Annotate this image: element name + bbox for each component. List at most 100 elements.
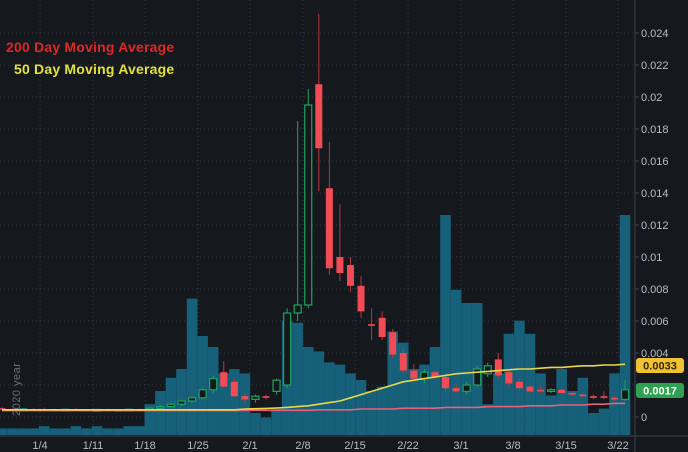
candle-body-up (209, 378, 218, 391)
y-axis-label: 0.022 (641, 60, 669, 72)
candle-body-down (431, 372, 439, 377)
x-axis-label[interactable]: 3/22 (607, 440, 628, 452)
ma50-line (2, 363, 626, 411)
y-axis-label: 0.004 (641, 348, 669, 360)
y-axis-label: 0.01 (641, 252, 662, 264)
x-axis-label[interactable]: 1/18 (134, 440, 155, 452)
volume-bar (535, 373, 546, 435)
x-axis-label[interactable]: 2/15 (344, 440, 365, 452)
candle-body-down (410, 370, 418, 379)
volume-bar (28, 428, 39, 435)
candle-body-down (346, 265, 354, 286)
volume-bar (186, 298, 198, 435)
volume-bar (493, 373, 504, 435)
y-axis-label: 0.018 (641, 124, 669, 136)
volume-bar (598, 408, 610, 435)
candle-body-down (610, 397, 618, 400)
volume-bar (239, 373, 251, 435)
candle-body-down (357, 285, 365, 312)
candle-body-up (620, 389, 630, 400)
volume-bar (0, 428, 8, 435)
volume-bar (260, 417, 272, 435)
candle-body-down (230, 381, 238, 397)
volume-bar (144, 404, 156, 435)
volume-bar (38, 426, 50, 435)
volume-bar (91, 426, 103, 435)
volume-bar (324, 362, 335, 435)
last-price-badge-value: 0.0017 (643, 386, 677, 398)
candle-body-down (526, 386, 534, 392)
volume-bar (514, 320, 525, 435)
ma200-line (2, 402, 625, 412)
x-axis-label[interactable]: 3/8 (505, 440, 520, 452)
y-axis-label: 0.012 (641, 220, 669, 232)
y-axis-label: 0.024 (641, 28, 669, 40)
candle-body-down (368, 324, 376, 326)
volume-bar (123, 426, 134, 435)
candle-body-down (241, 396, 249, 400)
volume-bar (398, 342, 409, 435)
candle-body-down (558, 389, 566, 393)
volume-bar (355, 380, 367, 435)
volume-bar (218, 373, 230, 435)
candle-body-down (515, 381, 523, 389)
volume-bar (524, 333, 536, 435)
volume-bar (313, 351, 325, 435)
candle-body-down (452, 388, 460, 392)
volume-bar (292, 322, 303, 435)
x-axis-label[interactable]: 1/25 (187, 440, 208, 452)
candle-body-up (483, 365, 492, 375)
volume-bar (566, 391, 578, 435)
x-axis-label[interactable]: 2/1 (242, 440, 257, 452)
x-axis-label[interactable]: 1/4 (32, 440, 47, 452)
volume-bar (376, 386, 388, 435)
candle-body-down (505, 372, 513, 384)
y-axis-label: 0.008 (641, 284, 669, 296)
volume-bar (70, 426, 82, 435)
volume-bar (450, 289, 462, 435)
candle-body-down (220, 372, 228, 387)
y-axis-label: 0.016 (641, 156, 669, 168)
y-axis-label: 0.006 (641, 316, 669, 328)
volume-bar (250, 413, 261, 435)
x-axis-label[interactable]: 2/8 (295, 440, 310, 452)
candle-body-up (187, 397, 197, 402)
volume-bar (271, 408, 282, 435)
volume-bar (60, 428, 71, 435)
candle-body-up (251, 395, 260, 401)
ma50-price-badge (636, 358, 684, 373)
volume-bar (334, 364, 346, 435)
volume-bar (619, 215, 631, 435)
ma50-price-badge-value: 0.0033 (643, 361, 677, 373)
candle-body-down (389, 332, 397, 355)
volume-bar (366, 391, 377, 435)
volume-bar (49, 428, 61, 435)
candle-body-up (473, 368, 482, 386)
y-axis-label: 0 (641, 412, 647, 424)
x-axis-label[interactable]: 3/1 (453, 440, 468, 452)
volume-bar (134, 426, 145, 435)
candle-body-up (272, 379, 281, 393)
volume-bar (577, 377, 589, 435)
year-watermark: 2020 year (11, 363, 23, 416)
volume-bar (155, 391, 166, 435)
volume-bar (197, 336, 208, 435)
x-axis-label[interactable]: 1/11 (83, 440, 104, 452)
candle-body-down (537, 389, 545, 392)
candle-body-up (198, 389, 207, 399)
x-axis-label[interactable]: 3/15 (555, 440, 576, 452)
x-axis-label[interactable]: 2/22 (397, 440, 418, 452)
candle-body-down (325, 188, 333, 269)
volume-bar (102, 428, 113, 435)
volume-bar (419, 364, 430, 435)
candle-body-up (283, 312, 292, 386)
volume-bar (345, 373, 356, 435)
volume-bar (408, 369, 420, 435)
candle-body-up (293, 304, 302, 314)
volume-bar (112, 428, 124, 435)
volume-bar (17, 428, 29, 435)
candle-body-up (462, 384, 471, 393)
y-axis-label: 0.02 (641, 92, 662, 104)
